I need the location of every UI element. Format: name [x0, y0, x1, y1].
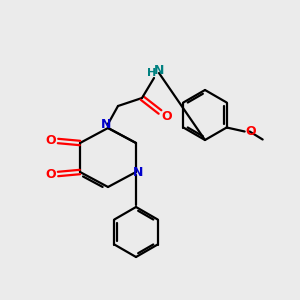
Text: O: O	[245, 125, 256, 138]
Text: O: O	[162, 110, 172, 122]
Text: O: O	[46, 169, 56, 182]
Text: O: O	[46, 134, 56, 146]
Text: N: N	[154, 64, 164, 77]
Text: N: N	[133, 166, 143, 178]
Text: H: H	[147, 68, 157, 78]
Text: N: N	[101, 118, 111, 131]
